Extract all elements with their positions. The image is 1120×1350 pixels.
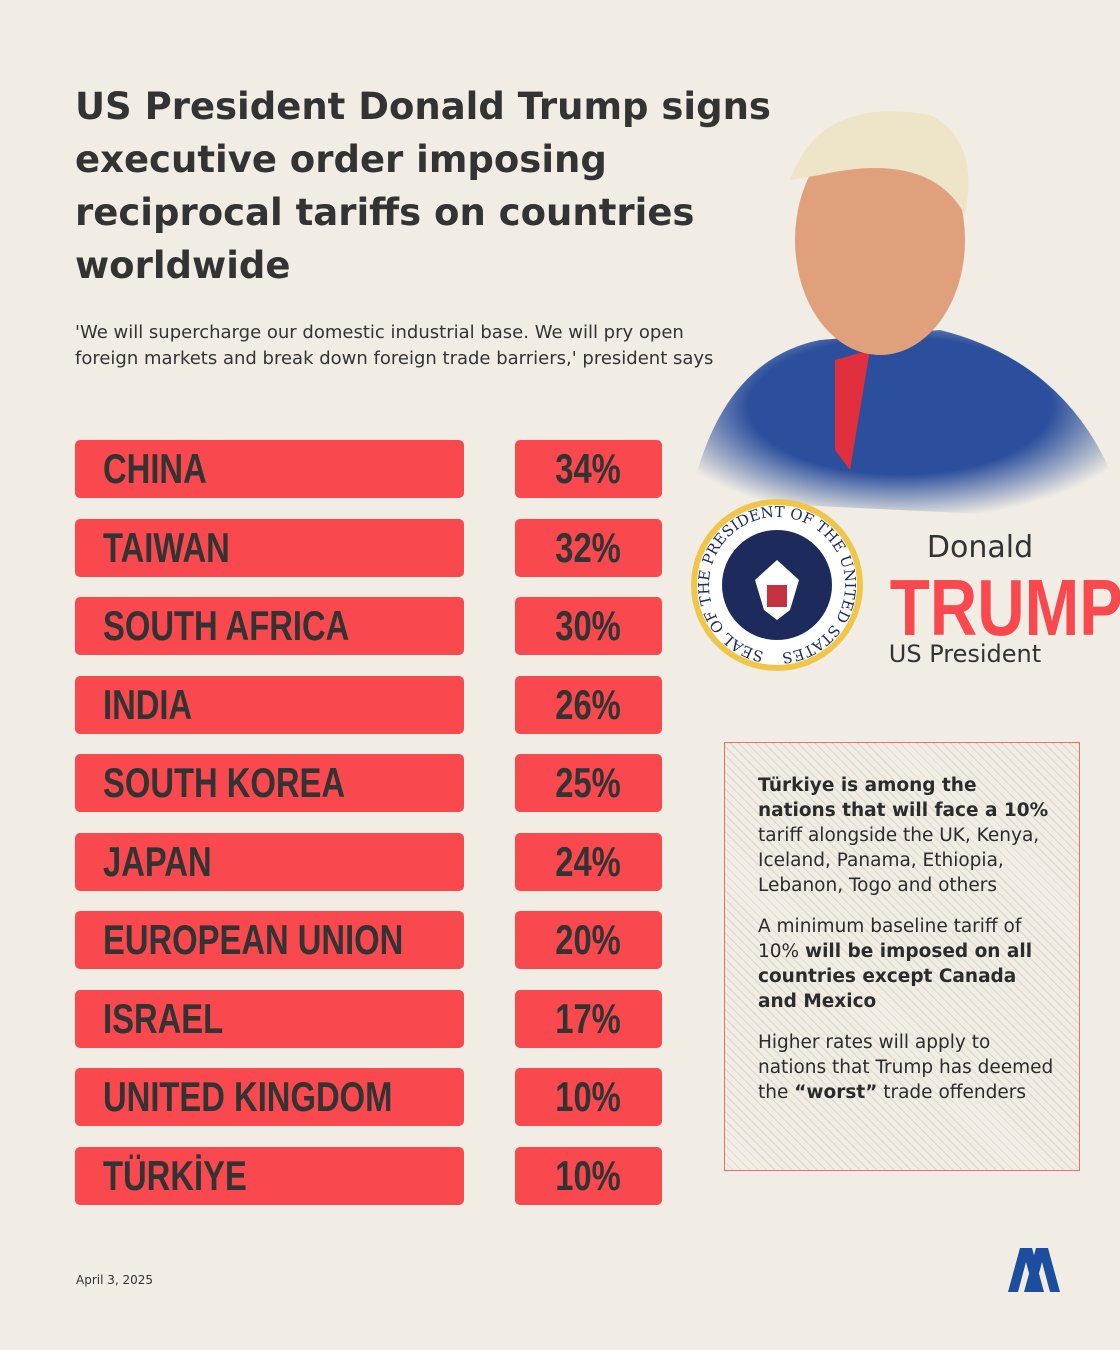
first-name: Donald: [926, 530, 1034, 565]
note-text: Higher rates will apply to nations that …: [758, 1032, 1054, 1103]
last-name: TRUMP: [889, 563, 1120, 652]
seal: SEAL OF THE PRESIDENT OF THE UNITED STAT…: [691, 499, 863, 671]
country-bar: CHINA: [75, 440, 464, 498]
rate-box: 17%: [515, 989, 662, 1048]
rate-value: 30%: [555, 602, 622, 649]
note-text: will be imposed on all countries except …: [758, 941, 1033, 1012]
rate-value: 25%: [555, 759, 622, 806]
note-text: trade offenders: [877, 1082, 1026, 1103]
rate-value: 10%: [555, 1073, 622, 1120]
rate-box: 34%: [515, 440, 662, 498]
rate-value: 24%: [555, 837, 622, 885]
country-bar: JAPAN: [75, 832, 464, 891]
note-paragraph: Higher rates will apply to nations that …: [758, 1030, 1055, 1105]
country-name: TAIWAN: [103, 523, 230, 571]
country-bar: SOUTH AFRICA: [75, 597, 464, 655]
rate-value: 32%: [555, 523, 622, 571]
photo-hair: [790, 111, 969, 215]
country-name: SOUTH KOREA: [103, 759, 346, 806]
country-name: ISRAEL: [103, 994, 224, 1042]
country-bar: TÜRKİYE: [75, 1146, 464, 1205]
rate-box: 30%: [515, 597, 662, 655]
rate-value: 34%: [555, 445, 622, 492]
role: US President: [888, 640, 1042, 668]
rate-box: 26%: [515, 675, 662, 734]
country-bar: UNITED KINGDOM: [75, 1068, 464, 1126]
title: US President Donald Trump signs executiv…: [75, 85, 771, 287]
rate-value: 10%: [555, 1151, 622, 1199]
country-name: SOUTH AFRICA: [103, 602, 350, 649]
photo-suit: [690, 330, 1110, 520]
rate-box: 20%: [515, 911, 662, 969]
subtitle: 'We will supercharge our domestic indust…: [75, 322, 714, 369]
country-name: TÜRKİYE: [103, 1151, 247, 1199]
logo: [1008, 1248, 1060, 1292]
country-name: INDIA: [103, 680, 193, 728]
rate-box: 25%: [515, 754, 662, 812]
rate-value: 20%: [555, 916, 622, 963]
rate-box: 24%: [515, 832, 662, 891]
date: April 3, 2025: [76, 1273, 154, 1287]
rate-box: 10%: [515, 1068, 662, 1126]
note-text: tariff alongside the UK, Kenya, Iceland,…: [758, 825, 1040, 896]
rate-box: 32%: [515, 518, 662, 577]
country-bar: EUROPEAN UNION: [75, 911, 464, 969]
rate-value: 17%: [555, 994, 622, 1042]
country-name: CHINA: [103, 445, 207, 492]
note-text: A minimum baseline tariff of 10%: [758, 916, 1022, 962]
country-name: EUROPEAN UNION: [103, 916, 404, 963]
note-box: Türkiye is among the nations that will f…: [724, 742, 1080, 1171]
note-paragraph: Türkiye is among the nations that will f…: [758, 773, 1055, 898]
note-text: Türkiye is among the nations that will f…: [758, 775, 1049, 821]
rate-value: 26%: [555, 680, 622, 728]
country-bar: TAIWAN: [75, 518, 464, 577]
note-text: “worst”: [794, 1082, 878, 1103]
rate-box: 10%: [515, 1146, 662, 1205]
country-bar: SOUTH KOREA: [75, 754, 464, 812]
photo-tie: [835, 350, 870, 470]
country-bar: ISRAEL: [75, 989, 464, 1048]
country-name: JAPAN: [103, 837, 212, 885]
photo-face: [795, 125, 965, 355]
country-name: UNITED KINGDOM: [103, 1073, 393, 1120]
note-paragraph: A minimum baseline tariff of 10% will be…: [758, 914, 1055, 1014]
country-bar: INDIA: [75, 675, 464, 734]
